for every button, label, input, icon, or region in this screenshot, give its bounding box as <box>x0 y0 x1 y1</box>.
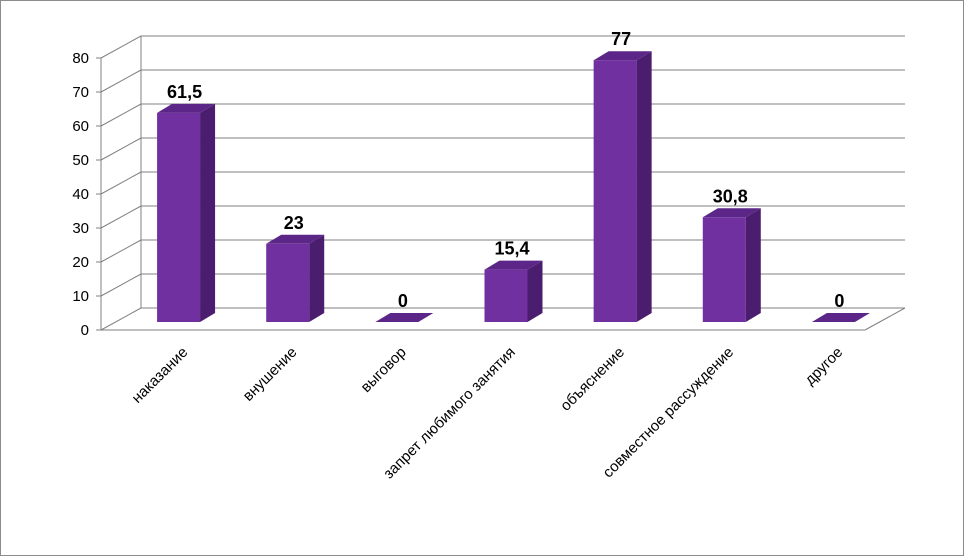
chart-bars <box>157 51 870 323</box>
bar <box>375 313 434 322</box>
bar-top <box>593 51 652 61</box>
bar-side <box>636 51 652 322</box>
x-tick-label: объяснение <box>557 344 628 415</box>
bar-top <box>702 208 761 218</box>
bar-top <box>266 234 325 244</box>
grid-depth-line <box>100 69 142 93</box>
y-tick-label: 30 <box>72 220 89 237</box>
x-tick-label: наказание <box>129 344 192 407</box>
floor-right-edge <box>864 307 906 331</box>
bar <box>593 51 652 322</box>
bar-side <box>527 260 543 322</box>
data-label: 77 <box>611 29 631 49</box>
bar-top <box>811 313 870 322</box>
bar-side <box>309 234 325 322</box>
data-labels: 61,5 23 0 15,4 77 30,8 0 <box>167 29 844 311</box>
y-tick-label: 10 <box>72 288 89 305</box>
bar-front <box>484 269 528 322</box>
y-tick-label: 0 <box>81 322 89 339</box>
y-tick-label: 20 <box>72 254 89 271</box>
bar-top <box>484 260 543 270</box>
grid-depth-line <box>100 239 142 263</box>
bar-front <box>593 60 637 322</box>
bar-front <box>157 112 201 323</box>
grid-depth-line <box>100 171 142 195</box>
y-tick-label: 70 <box>72 84 89 101</box>
bar <box>266 234 325 322</box>
data-label: 15,4 <box>494 239 529 259</box>
grid-depth-line <box>100 103 142 127</box>
x-tick-label: запрет любимого занятия <box>380 344 518 482</box>
data-label: 0 <box>398 291 408 311</box>
data-label: 23 <box>284 213 304 233</box>
x-tick-label: выговор <box>358 344 410 396</box>
y-tick-label: 40 <box>72 186 89 203</box>
bar-top <box>375 313 434 322</box>
y-tick-label: 50 <box>72 152 89 169</box>
bar <box>702 208 761 322</box>
y-tick-label: 80 <box>72 50 89 67</box>
chart-axes <box>96 36 906 331</box>
y-axis-ticks: 0 10 20 30 40 50 60 70 80 <box>72 50 89 339</box>
grid-depth-line <box>100 205 142 229</box>
data-label: 61,5 <box>167 82 202 102</box>
bar-side <box>745 208 761 322</box>
bar-front <box>702 217 746 322</box>
grid-depth-line <box>100 35 142 59</box>
bar <box>484 260 543 322</box>
x-tick-label: другое <box>802 344 847 389</box>
grid-depth-line <box>100 273 142 297</box>
chart-grid <box>100 35 905 331</box>
bar-top <box>157 103 216 113</box>
grid-depth-line <box>100 137 142 161</box>
grid-depth-line <box>100 307 142 331</box>
bar-front <box>266 243 310 322</box>
bar <box>157 103 216 323</box>
bar-side <box>200 103 216 323</box>
x-tick-label: совместное рассуждение <box>600 344 738 482</box>
bar <box>811 313 870 322</box>
y-tick-label: 60 <box>72 118 89 135</box>
data-label: 30,8 <box>713 186 748 206</box>
x-tick-label: внушение <box>240 344 301 405</box>
data-label: 0 <box>834 291 844 311</box>
